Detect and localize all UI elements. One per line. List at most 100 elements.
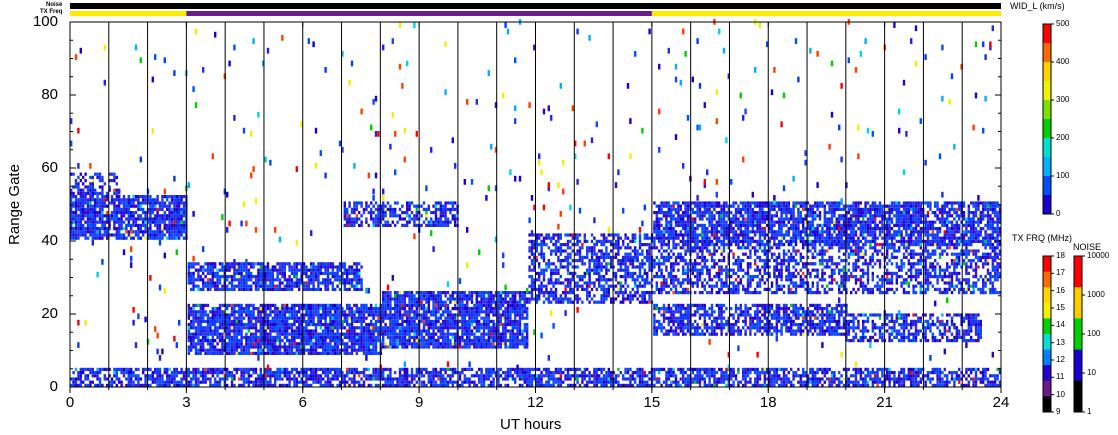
heatmap-cell [257, 342, 260, 346]
heatmap-cell [314, 313, 318, 317]
heatmap-cell [290, 313, 294, 317]
heatmap-cell [242, 278, 246, 282]
heatmap-cell [257, 271, 260, 275]
heatmap-cell [266, 374, 270, 378]
heatmap-cell [276, 348, 279, 352]
heatmap-cell [382, 313, 385, 317]
heatmap-cell [317, 323, 320, 327]
heatmap-cell [324, 271, 327, 275]
heatmap-cell [91, 236, 94, 240]
heatmap-cell [137, 367, 140, 371]
heatmap-cell [130, 198, 133, 202]
heatmap-cell [430, 217, 433, 221]
heatmap-cell [490, 319, 493, 323]
heatmap-cell [353, 163, 356, 169]
heatmap-cell [158, 214, 162, 218]
heatmap-cell [446, 326, 450, 330]
heatmap-cell [259, 271, 262, 275]
heatmap-cell [264, 342, 267, 346]
heatmap-cell [154, 54, 157, 60]
heatmap-cell [578, 367, 582, 371]
heatmap-cell [77, 230, 80, 234]
heatmap-cell [389, 310, 392, 314]
heatmap-cell [187, 303, 190, 307]
heatmap-cell [142, 371, 145, 375]
heatmap-cell [461, 383, 464, 387]
heatmap-cell [442, 323, 445, 327]
heatmap-cell [348, 201, 351, 205]
heatmap-cell [338, 307, 342, 311]
heatmap-cell [187, 323, 190, 327]
heatmap-cell [389, 211, 392, 215]
heatmap-cell [446, 323, 450, 327]
heatmap-cell [504, 323, 507, 327]
heatmap-cell [514, 175, 517, 182]
heatmap-cell [288, 287, 291, 291]
heatmap-cell [454, 371, 457, 375]
heatmap-cell [550, 287, 553, 291]
heatmap-cell [518, 374, 522, 378]
heatmap-cell [365, 374, 368, 378]
heatmap-cell [432, 335, 435, 339]
heatmap-cell [590, 281, 594, 285]
heatmap-cell [526, 307, 529, 311]
heatmap-cell [370, 207, 373, 211]
heatmap-cell [449, 342, 452, 346]
heatmap-cell [197, 319, 200, 323]
heatmap-cell [91, 185, 94, 189]
heatmap-cell [166, 207, 169, 211]
heatmap-cell [427, 345, 430, 349]
heatmap-cell [590, 137, 594, 144]
heatmap-cell [353, 207, 356, 211]
heatmap-cell [288, 310, 291, 314]
heatmap-cell [326, 284, 330, 288]
heatmap-cell [163, 211, 166, 215]
heatmap-cell [571, 265, 574, 269]
heatmap-cell [401, 83, 404, 89]
heatmap-cell [341, 342, 344, 346]
heatmap-cell [382, 329, 385, 333]
heatmap-cell [175, 204, 178, 208]
heatmap-cell [509, 307, 512, 311]
heatmap-cell [300, 342, 303, 346]
heatmap-cell [214, 313, 217, 317]
heatmap-cell [257, 275, 260, 279]
heatmap-cell [307, 348, 310, 352]
heatmap-cell [271, 383, 274, 387]
heatmap-cell [538, 294, 541, 298]
heatmap-cell [293, 307, 296, 311]
heatmap-cell [449, 294, 452, 298]
heatmap-cell [125, 367, 128, 371]
heatmap-cell [480, 310, 483, 314]
heatmap-cell [214, 281, 217, 285]
heatmap-cell [290, 348, 294, 352]
heatmap-cell [226, 316, 229, 320]
heatmap-cell [446, 345, 450, 349]
heatmap-cell [101, 220, 104, 224]
heatmap-cell [487, 335, 490, 339]
heatmap-cell [209, 351, 212, 355]
heatmap-cell [439, 214, 442, 218]
heatmap-cell [302, 367, 306, 371]
heatmap-cell [94, 371, 97, 375]
heatmap-cell [439, 297, 442, 301]
heatmap-cell [422, 220, 426, 224]
heatmap-cell [139, 57, 142, 64]
heatmap-cell [583, 374, 586, 378]
heatmap-cell [233, 307, 236, 311]
heatmap-cell [209, 332, 212, 336]
heatmap-cell [377, 367, 380, 371]
heatmap-cell [74, 179, 78, 183]
heatmap-cell [134, 195, 138, 199]
heatmap-cell [358, 345, 361, 349]
heatmap-cell [341, 281, 344, 285]
heatmap-cell [230, 348, 234, 352]
heatmap-cell [554, 281, 558, 285]
heatmap-cell [305, 342, 308, 346]
heatmap-cell [595, 121, 598, 128]
heatmap-cell [487, 367, 490, 371]
heatmap-cell [98, 185, 102, 189]
heatmap-cell [302, 374, 306, 378]
heatmap-cell [569, 284, 572, 288]
heatmap-cell [516, 300, 519, 304]
